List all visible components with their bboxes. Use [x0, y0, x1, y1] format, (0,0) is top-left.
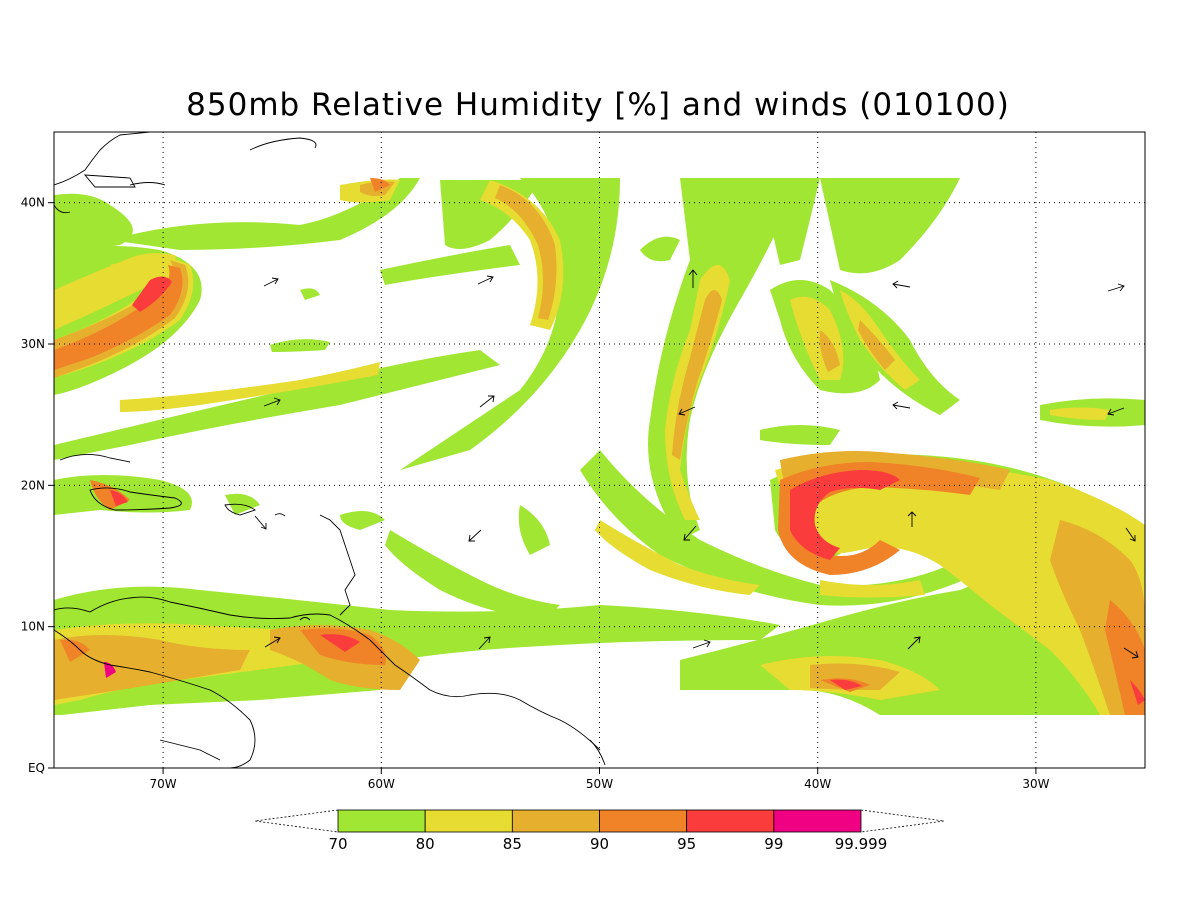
colorbar-label: 80 — [416, 835, 435, 853]
wind-arrow — [683, 525, 697, 541]
colorbar-swatch — [511, 809, 600, 833]
wind-arrow — [907, 511, 917, 527]
wind-arrow — [468, 529, 482, 542]
colorbar-label: 99.999 — [835, 835, 888, 853]
wind-arrow — [1123, 647, 1139, 659]
rh-99-contours — [104, 662, 116, 678]
lat-tick-label: 10N — [21, 620, 45, 634]
colorbar-label: 99 — [764, 835, 783, 853]
map-title: 850mb Relative Humidity [%] and winds (0… — [186, 87, 1010, 123]
wind-arrow — [692, 639, 711, 649]
wind-arrow — [478, 636, 491, 650]
wind-arrow — [479, 395, 495, 408]
wind-arrow — [254, 515, 267, 530]
colorbar-label: 70 — [328, 835, 347, 853]
graticule — [54, 132, 1145, 768]
wind-arrow — [264, 636, 281, 648]
colorbar: 70 80 85 90 95 99 99.999 — [254, 809, 945, 853]
humidity-field — [54, 178, 1145, 715]
longitude-labels: 70W 60W 50W 40W 30W — [150, 768, 1050, 791]
colorbar-label: 85 — [503, 835, 522, 853]
wind-arrow — [263, 277, 279, 287]
colorbar-low-extension — [254, 809, 339, 833]
colorbar-swatch — [686, 809, 775, 833]
colorbar-swatch — [773, 809, 862, 833]
colorbar-swatch — [337, 809, 426, 833]
lat-tick-label: 30N — [21, 337, 45, 351]
lon-tick-label: 70W — [150, 777, 177, 791]
colorbar-swatch — [599, 809, 688, 833]
lat-tick-label: EQ — [28, 761, 45, 775]
lon-tick-label: 30W — [1022, 777, 1049, 791]
colorbar-swatch — [424, 809, 513, 833]
wind-arrow — [892, 401, 911, 410]
colorbar-label: 95 — [677, 835, 696, 853]
wind-arrow — [688, 269, 698, 288]
wind-arrow — [892, 280, 911, 289]
lon-tick-label: 60W — [368, 777, 395, 791]
wind-arrow — [477, 275, 494, 285]
lat-tick-label: 20N — [21, 478, 45, 492]
wind-arrow — [1107, 283, 1125, 292]
colorbar-label: 90 — [590, 835, 609, 853]
wind-vectors — [254, 269, 1139, 659]
latitude-labels: EQ 10N 20N 30N 40N — [21, 196, 54, 775]
wind-arrow — [907, 636, 921, 650]
wind-arrow — [1107, 407, 1125, 416]
wind-arrow — [263, 397, 281, 407]
colorbar-high-extension — [860, 809, 945, 833]
lat-tick-label: 40N — [21, 196, 45, 210]
wind-arrow — [678, 406, 696, 416]
wind-arrow — [1125, 527, 1136, 542]
lon-tick-label: 50W — [586, 777, 613, 791]
lon-tick-label: 40W — [804, 777, 831, 791]
